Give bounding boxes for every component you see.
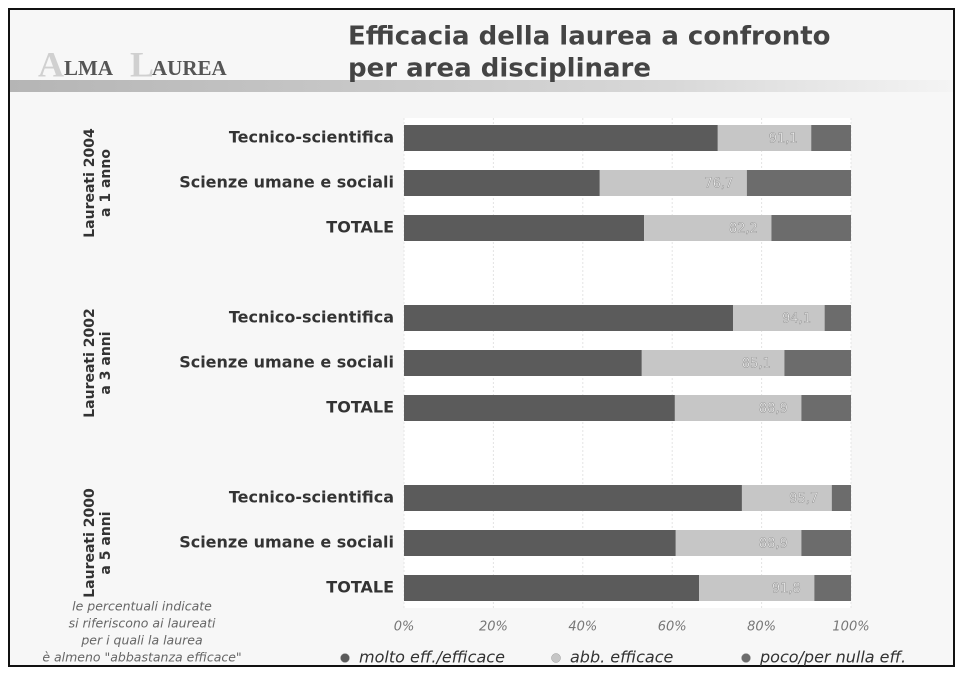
bar-segment <box>404 305 733 331</box>
value-label: 82,2 <box>729 222 758 237</box>
value-label: 91,1 <box>769 132 798 147</box>
y-tick-label: Scienze umane e sociali <box>179 173 394 192</box>
y-tick-label: TOTALE <box>326 578 394 597</box>
legend-marker <box>741 653 751 663</box>
value-label: 76,7 <box>704 177 733 192</box>
footnote: si riferiscono ai laureati <box>69 616 216 631</box>
bar-segment <box>404 395 675 421</box>
bar-segment <box>699 575 815 601</box>
group-label: a 1 anno <box>98 149 114 217</box>
bar-segment <box>831 485 851 511</box>
x-tick-label: 20% <box>479 620 508 635</box>
bar-segment <box>741 485 832 511</box>
x-tick-label: 60% <box>658 620 687 635</box>
legend-label: poco/per nulla eff. <box>759 648 906 667</box>
y-tick-label: Scienze umane e sociali <box>179 533 394 552</box>
bar-segment <box>404 350 642 376</box>
bar-segment <box>404 530 676 556</box>
y-tick-label: TOTALE <box>326 398 394 417</box>
bar-segment <box>404 125 718 151</box>
bar-segment <box>801 395 851 421</box>
bar-segment <box>771 215 851 241</box>
logo-a: A <box>38 44 64 84</box>
bar-segment <box>404 485 742 511</box>
value-label: 95,7 <box>789 492 818 507</box>
logo-l: L <box>130 44 154 84</box>
group-label: a 5 anni <box>98 511 114 574</box>
y-tick-label: Tecnico-scientifica <box>229 488 394 507</box>
value-label: 85,1 <box>742 357 771 372</box>
chart-title: per area disciplinare <box>348 54 651 84</box>
footnote: per i quali la laurea <box>80 633 202 648</box>
x-tick-label: 40% <box>568 620 597 635</box>
bar-segment <box>675 530 802 556</box>
value-label: 91,8 <box>772 582 801 597</box>
bar-segment <box>404 575 700 601</box>
y-tick-label: Scienze umane e sociali <box>179 353 394 372</box>
bar-segment <box>746 170 851 196</box>
x-tick-label: 100% <box>832 620 869 635</box>
bar-segment <box>674 395 802 421</box>
header-band <box>10 80 953 92</box>
legend-marker <box>551 653 561 663</box>
legend-label: molto eff./efficace <box>359 648 505 667</box>
legend-marker <box>340 653 350 663</box>
footnote: è almeno "abbastanza efficace" <box>42 650 241 665</box>
value-label: 94,1 <box>782 312 811 327</box>
y-tick-label: Tecnico-scientifica <box>229 128 394 147</box>
value-label: 88,9 <box>759 537 788 552</box>
x-tick-label: 80% <box>747 620 776 635</box>
bar-segment <box>404 170 600 196</box>
group-label: Laureati 2002 <box>82 308 98 418</box>
legend-label: abb. efficace <box>570 648 674 667</box>
bar-segment <box>404 215 645 241</box>
y-tick-label: Tecnico-scientifica <box>229 308 394 327</box>
x-tick-label: 0% <box>394 620 415 635</box>
bar-segment <box>641 350 785 376</box>
bar-segment <box>717 125 812 151</box>
value-label: 88,9 <box>759 402 788 417</box>
y-tick-label: TOTALE <box>326 218 394 237</box>
logo-lma: LMA <box>64 56 114 80</box>
bar-segment <box>599 170 747 196</box>
bar-segment <box>732 305 825 331</box>
bar-segment <box>811 125 851 151</box>
logo-aurea: AUREA <box>152 56 228 80</box>
footnote: le percentuali indicate <box>72 599 212 614</box>
bar-segment <box>814 575 851 601</box>
bar-segment <box>644 215 772 241</box>
group-label: Laureati 2000 <box>82 488 98 598</box>
bar-segment <box>824 305 851 331</box>
bar-segment <box>801 530 851 556</box>
chart-title: Efficacia della laurea a confronto <box>348 22 831 52</box>
group-label: a 3 anni <box>98 331 114 394</box>
bar-segment <box>784 350 851 376</box>
group-label: Laureati 2004 <box>82 128 98 238</box>
